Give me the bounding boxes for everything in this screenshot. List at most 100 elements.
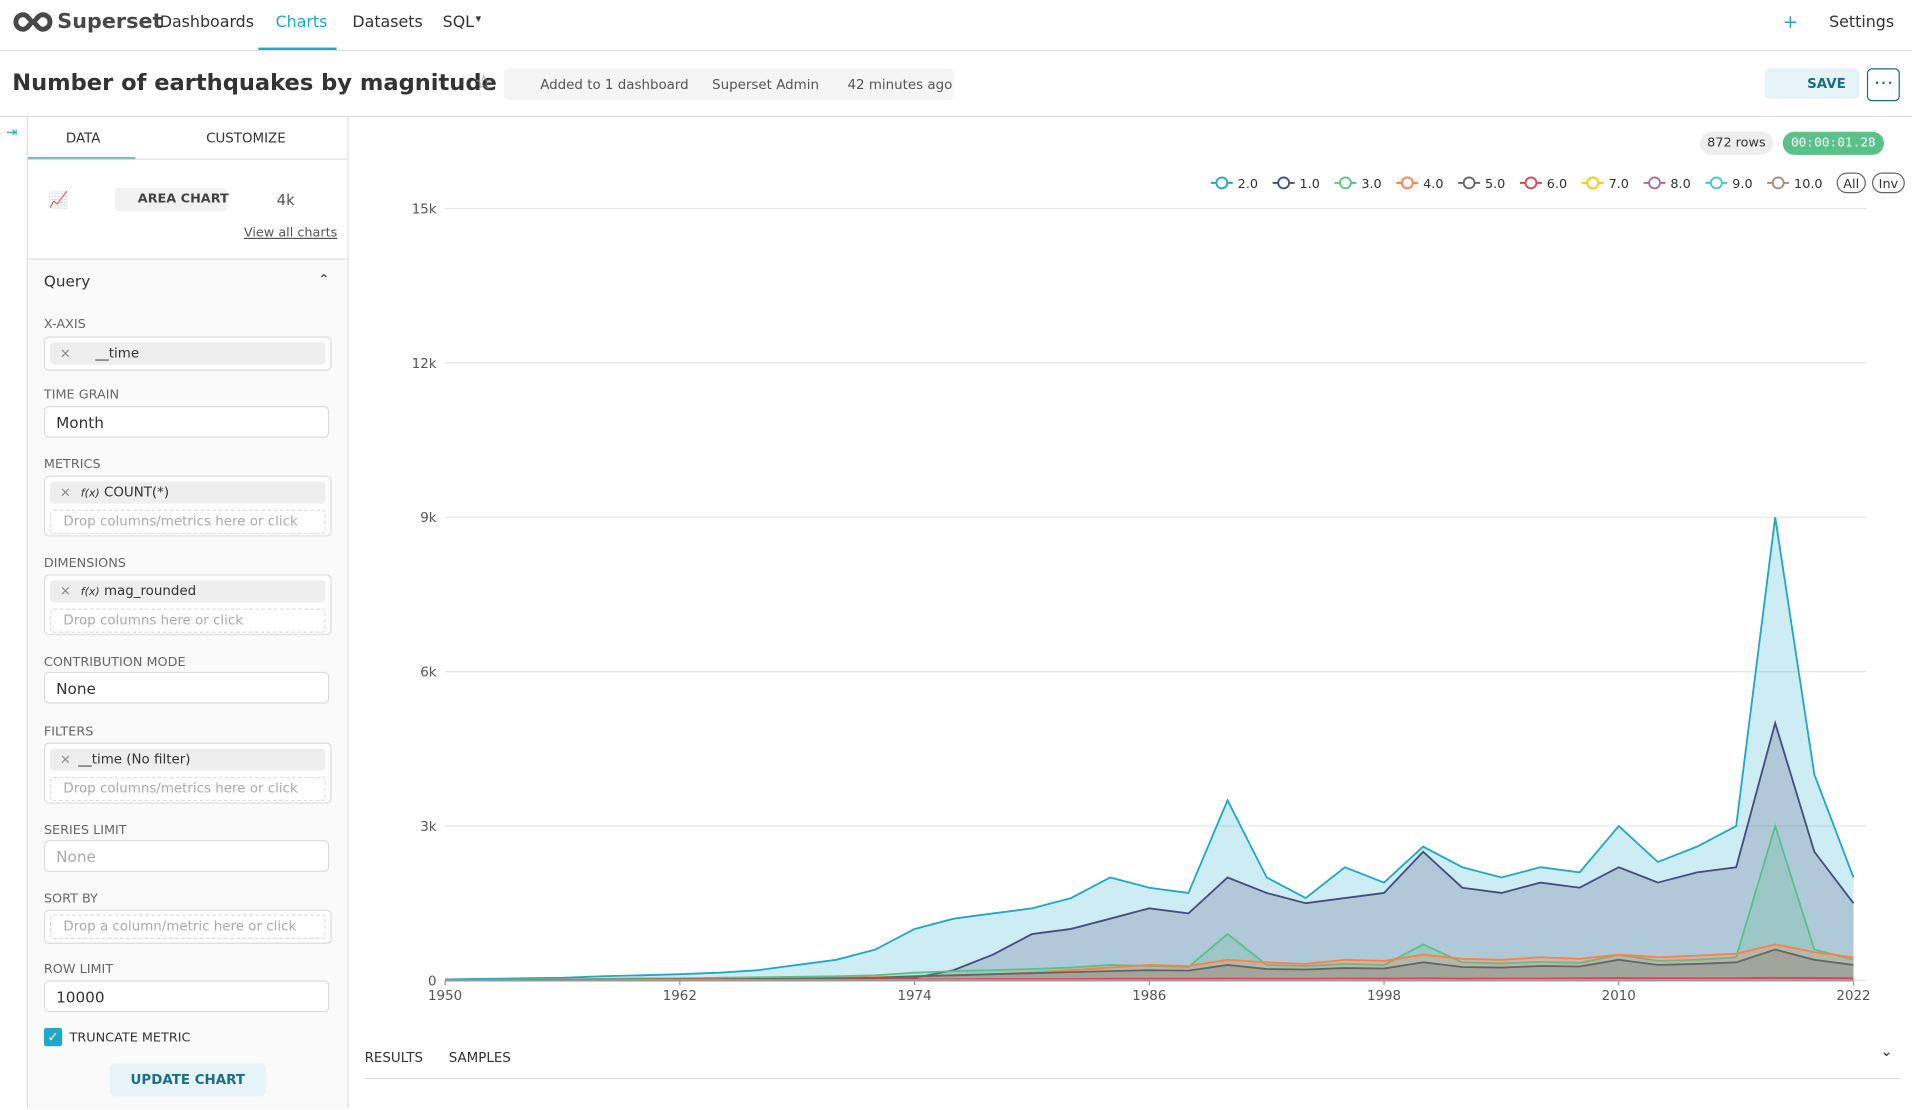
pill[interactable]: ×__time: [50, 343, 326, 365]
results-tab[interactable]: RESULTS: [365, 1050, 423, 1066]
legend-item[interactable]: 9.0: [1705, 177, 1752, 192]
viz-option[interactable]: 4k: [277, 191, 295, 208]
brand[interactable]: Superset: [57, 10, 162, 34]
control-label: DIMENSIONS: [44, 556, 126, 571]
view-all-link[interactable]: View all charts: [244, 226, 337, 241]
pill[interactable]: ×f(x) COUNT(*): [50, 482, 326, 504]
logo: [12, 11, 53, 33]
dashboards-info[interactable]: Added to 1 dashboard: [540, 77, 689, 93]
legend-marker: [1711, 177, 1722, 188]
checkbox[interactable]: ✓: [44, 1028, 62, 1046]
select[interactable]: Month: [44, 406, 329, 438]
y-tick-label: 12k: [412, 357, 437, 372]
select[interactable]: None: [44, 672, 329, 704]
legend-button[interactable]: Inv: [1879, 177, 1899, 192]
legend-marker: [1402, 177, 1413, 188]
checkbox-label[interactable]: TRUNCATE METRIC: [70, 1030, 191, 1045]
nav-link[interactable]: Dashboards: [160, 13, 254, 31]
select[interactable]: None: [44, 840, 329, 872]
control[interactable]: Drop a column/metric here or click: [44, 910, 332, 944]
legend-label: 3.0: [1361, 177, 1381, 192]
y-tick-label: 15k: [412, 202, 437, 217]
x-tick-label: 2010: [1602, 989, 1636, 1004]
viz-icon[interactable]: 📈: [49, 191, 69, 209]
control-label: FILTERS: [44, 724, 93, 739]
select[interactable]: 10000: [44, 980, 329, 1012]
legend-item[interactable]: 8.0: [1644, 177, 1691, 192]
legend-marker: [1773, 177, 1784, 188]
caret: ▾: [476, 13, 482, 25]
legend-label: 6.0: [1547, 177, 1567, 192]
legend-item[interactable]: 5.0: [1458, 177, 1505, 192]
legend-marker: [1525, 177, 1536, 188]
legend-item[interactable]: 4.0: [1396, 177, 1443, 192]
legend-marker: [1649, 177, 1660, 188]
fx: f(x): [81, 587, 100, 599]
placeholder[interactable]: Drop a column/metric here or click: [50, 915, 326, 939]
legend-label: 9.0: [1732, 177, 1752, 192]
favorite-star[interactable]: ☆: [474, 71, 493, 95]
more-button[interactable]: ⋯: [1867, 68, 1900, 101]
control-label: X-AXIS: [44, 317, 86, 332]
pill-value: mag_rounded: [104, 583, 196, 599]
legend-label: 7.0: [1609, 177, 1629, 192]
collapse-button[interactable]: ⇥: [6, 124, 17, 140]
pill[interactable]: ×f(x) mag_rounded: [50, 580, 326, 602]
control[interactable]: ×__time: [44, 337, 332, 371]
tab[interactable]: DATA: [66, 130, 101, 146]
placeholder[interactable]: Drop columns here or click: [50, 608, 326, 632]
pill-value: __time (No filter): [78, 751, 190, 767]
chart-title[interactable]: Number of earthquakes by magnitude: [12, 71, 497, 97]
nav-link[interactable]: SQL: [443, 13, 474, 31]
tab[interactable]: CUSTOMIZE: [206, 130, 286, 146]
x-tick-label: 1986: [1132, 989, 1166, 1004]
control-label: CONTRIBUTION MODE: [44, 655, 186, 670]
control[interactable]: ×f(x) COUNT(*) Drop columns/metrics here …: [44, 476, 332, 537]
expand-icon[interactable]: ⌄: [1880, 1043, 1892, 1060]
collapse-icon[interactable]: ⌃: [318, 272, 329, 288]
y-tick-label: 6k: [420, 666, 437, 681]
control-label: SERIES LIMIT: [44, 823, 127, 838]
legend-item[interactable]: 7.0: [1582, 177, 1629, 192]
x-tick-label: 1998: [1367, 989, 1401, 1004]
pill-value: __time: [95, 345, 139, 361]
legend-label: 8.0: [1670, 177, 1690, 192]
legend-item[interactable]: 1.0: [1273, 177, 1320, 192]
divider: [365, 1078, 1901, 1079]
control[interactable]: ×__time (No filter) Drop columns/metrics …: [44, 743, 332, 804]
legend-marker: [1464, 177, 1475, 188]
viz-type[interactable]: AREA CHART: [138, 191, 229, 206]
legend-item[interactable]: 3.0: [1335, 177, 1382, 192]
placeholder[interactable]: Drop columns/metrics here or click: [50, 777, 326, 801]
update-button[interactable]: UPDATE CHART: [110, 1063, 266, 1096]
legend-marker: [1587, 177, 1598, 188]
nav-link[interactable]: Datasets: [352, 13, 422, 31]
legend-label: 2.0: [1238, 177, 1258, 192]
legend-marker: [1278, 177, 1289, 188]
control-label: SORT BY: [44, 891, 98, 906]
legend-item[interactable]: 6.0: [1520, 177, 1567, 192]
section-title[interactable]: Query: [44, 272, 90, 290]
placeholder[interactable]: Drop columns/metrics here or click: [50, 510, 326, 534]
new-button[interactable]: +: [1783, 11, 1798, 33]
legend-marker: [1216, 177, 1227, 188]
results-tab[interactable]: SAMPLES: [449, 1050, 511, 1066]
control[interactable]: ×f(x) mag_rounded Drop columns here or cl…: [44, 574, 332, 635]
owner-info: Superset Admin: [712, 77, 819, 93]
legend-item[interactable]: 2.0: [1211, 177, 1258, 192]
legend-item[interactable]: 10.0: [1767, 177, 1822, 192]
legend-button[interactable]: All: [1843, 177, 1859, 192]
pill[interactable]: ×__time (No filter): [50, 749, 326, 771]
control-label: ROW LIMIT: [44, 962, 113, 977]
nav-link[interactable]: Charts: [276, 13, 328, 31]
x-tick-label: 1974: [897, 989, 931, 1004]
save-label: SAVE: [1807, 76, 1846, 92]
settings-menu[interactable]: Settings: [1829, 13, 1894, 31]
divider: [28, 159, 347, 160]
y-tick-label: 0: [428, 974, 437, 989]
x-tick-label: 1950: [428, 989, 462, 1004]
fx: f(x): [81, 488, 100, 500]
